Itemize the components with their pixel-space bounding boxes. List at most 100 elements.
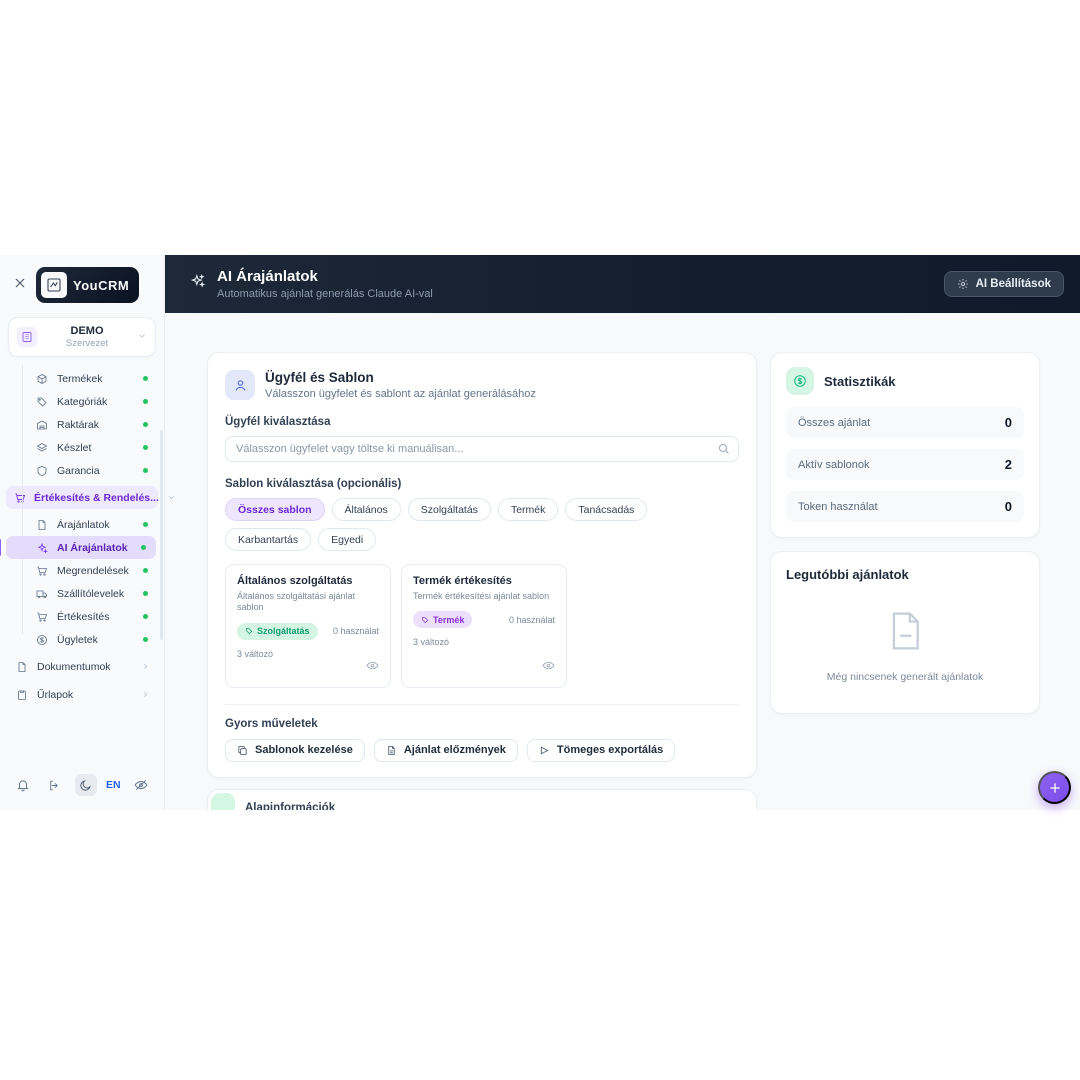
organization-switcher[interactable]: DEMO Szervezet [8,317,156,357]
warehouse-icon [36,419,48,431]
dollar-icon [786,367,814,395]
sidebar-item-keszlet[interactable]: Készlet [6,436,158,459]
sidebar-section-urlapok[interactable]: Űrlapok [6,683,158,707]
notifications-bell-icon[interactable] [12,774,34,796]
sidebar-item-ertekesites[interactable]: Értékesítés [6,605,158,628]
sidebar-item-raktarak[interactable]: Raktárak [6,413,158,436]
sidebar-item-kategoriak[interactable]: Kategóriák [6,390,158,413]
close-sidebar-icon[interactable] [14,276,26,294]
eye-preview-icon[interactable] [366,659,379,677]
template-card-termek-ertekesites[interactable]: Termék értékesítés Termék értékesítési a… [401,564,567,688]
content-area: Ügyfél és Sablon Válasszon ügyfelet és s… [165,313,1080,810]
clipboard-icon [16,689,28,701]
filter-pill-szolgaltatas[interactable]: Szolgáltatás [407,498,491,521]
template-variables: 3 változó [413,637,450,648]
statistics-card: Statisztikák Összes ajánlat 0 Aktív sabl… [770,352,1040,538]
logo-text: YouCRM [73,277,130,293]
page-title: AI Árajánlatok [217,268,318,285]
cart-icon [36,565,48,577]
sidebar-section-dokumentumok[interactable]: Dokumentumok [6,655,158,679]
filter-pill-karbantartas[interactable]: Karbantartás [225,528,312,551]
app-logo[interactable]: YouCRM [36,267,140,303]
chevron-down-icon [167,489,176,507]
sidebar-scrollbar[interactable] [160,430,163,640]
template-filter-pills: Összes sablon Általános Szolgáltatás Ter… [225,498,739,551]
dark-mode-moon-icon[interactable] [74,774,97,796]
app-window: YouCRM DEMO Szervezet Termékek [0,255,1080,810]
organization-type: Szervezet [65,338,109,349]
stat-row-token-usage: Token használat 0 [786,491,1024,522]
recent-offers-title: Legutóbbi ajánlatok [786,567,909,582]
card-header: Ügyfél és Sablon Válasszon ügyfelet és s… [225,370,739,400]
template-title: Termék értékesítés [413,575,512,587]
card-subtitle: Válasszon ügyfelet és sablont az ajánlat… [265,388,536,400]
status-dot [143,399,148,404]
stat-value: 2 [1004,457,1012,472]
stat-label: Aktív sablonok [798,458,870,471]
filter-pill-termek[interactable]: Termék [497,498,559,521]
filter-pill-tanacsadas[interactable]: Tanácsadás [565,498,648,521]
template-category-tag: Termék [413,611,473,629]
tag-icon [36,396,48,408]
quick-actions-label: Gyors műveletek [225,717,318,730]
sidebar: YouCRM DEMO Szervezet Termékek [0,255,174,810]
template-card-altalanos-szolgaltatas[interactable]: Általános szolgáltatás Általános szolgál… [225,564,391,688]
add-fab-button[interactable] [1038,771,1071,804]
basic-info-title: Alapinformációk [245,801,336,811]
customer-search [225,436,739,462]
statistics-title: Statisztikák [824,373,896,389]
chevron-right-icon [141,658,150,676]
active-indicator [0,539,1,556]
bulk-export-button[interactable]: Tömeges exportálás [526,738,676,762]
sidebar-item-garancia[interactable]: Garancia [6,459,158,482]
sidebar-header: YouCRM [0,255,164,311]
filter-pill-egyedi[interactable]: Egyedi [318,528,377,551]
sidebar-section-label: Dokumentumok [37,661,111,673]
template-usage: 0 használat [508,614,555,625]
status-dot [143,637,148,642]
search-icon [717,442,730,460]
sidebar-item-megrendelesek[interactable]: Megrendelések [6,559,158,582]
template-cards: Általános szolgáltatás Általános szolgál… [225,564,739,688]
status-dot [143,376,148,381]
filter-pill-altalanos[interactable]: Általános [331,498,401,521]
document-icon [16,661,28,673]
card-header-text: Ügyfél és Sablon Válasszon ügyfelet és s… [265,370,536,400]
customer-search-input[interactable] [225,436,739,462]
offer-history-button[interactable]: Ajánlat előzmények [373,738,518,762]
chevron-right-icon [141,686,150,704]
sidebar-item-termekek[interactable]: Termékek [6,367,158,390]
eye-off-icon[interactable] [130,774,152,796]
main-area: AI Árajánlatok Automatikus ajánlat gener… [165,255,1080,810]
sidebar-item-szallitolevelek[interactable]: Szállítólevelek [6,582,158,605]
organization-info: DEMO Szervezet [37,325,137,349]
basic-info-body: Alapinformációk Ügyfél neve * Email cím [235,790,756,811]
divider [225,703,739,705]
filter-pill-osszes-sablon[interactable]: Összes sablon [225,498,325,521]
sidebar-group-label: Értékesítés & Rendelés... [34,491,159,504]
tag-label: Szolgáltatás [257,626,310,636]
sidebar-item-arajanlatok[interactable]: Árajánlatok [6,513,158,536]
sidebar-item-ai-arajanlatok[interactable]: AI Árajánlatok [0,536,156,559]
sidebar-section-label: Űrlapok [37,689,74,701]
logout-icon[interactable] [43,774,65,796]
button-label: Tömeges exportálás [556,744,664,756]
sparkles-icon [36,542,48,554]
ai-settings-button[interactable]: AI Beállítások [943,271,1064,297]
sidebar-group-ertekesites-rendeles[interactable]: Értékesítés & Rendelés... [6,486,174,509]
document-icon [36,519,48,531]
manage-templates-button[interactable]: Sablonok kezelése [225,738,365,762]
eye-preview-icon[interactable] [542,659,555,677]
template-description: Termék értékesítési ajánlat sablon [413,591,550,601]
chevron-down-icon [137,328,147,346]
statistics-header: Statisztikák [786,367,1024,395]
sidebar-item-label: AI Árajánlatok [57,541,128,554]
sidebar-item-label: Készlet [57,441,92,454]
gear-icon [957,278,969,290]
cart-icon [14,492,26,504]
sparkles-icon [189,273,206,295]
language-toggle[interactable]: EN [106,779,121,791]
sidebar-item-label: Szállítólevelek [57,587,125,600]
sidebar-item-ugyletek[interactable]: Ügyletek [6,628,158,651]
template-title: Általános szolgáltatás [237,575,353,587]
